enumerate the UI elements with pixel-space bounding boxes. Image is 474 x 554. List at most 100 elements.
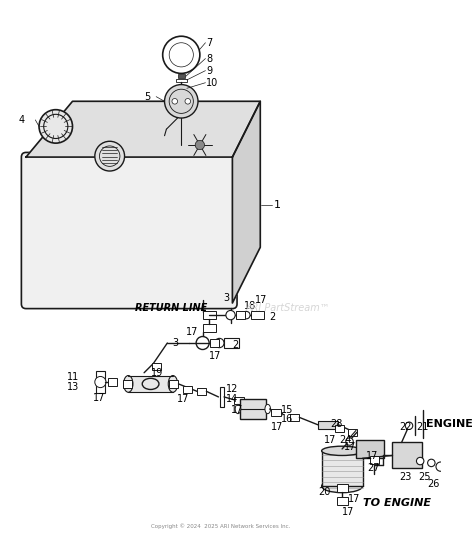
Circle shape [95, 377, 106, 388]
Text: ENGINE: ENGINE [426, 419, 473, 429]
Circle shape [243, 311, 250, 319]
Bar [220, 387, 224, 407]
Bar [335, 425, 344, 432]
Text: 2: 2 [270, 312, 276, 322]
Text: 20: 20 [318, 487, 330, 497]
Circle shape [215, 338, 224, 348]
Text: 7: 7 [206, 38, 213, 48]
Bar [356, 440, 384, 458]
Bar [197, 388, 206, 395]
Bar [337, 484, 347, 492]
Text: 17: 17 [177, 394, 189, 404]
Bar [234, 397, 244, 404]
Text: 17: 17 [347, 494, 360, 504]
Text: 17: 17 [342, 507, 355, 517]
Text: 28: 28 [330, 419, 342, 429]
Bar [183, 386, 192, 393]
Bar [108, 378, 117, 386]
Bar [128, 376, 173, 392]
Circle shape [39, 110, 73, 143]
Polygon shape [26, 101, 260, 157]
Ellipse shape [322, 446, 363, 455]
Bar [322, 451, 363, 486]
Bar [203, 325, 216, 332]
Circle shape [196, 336, 209, 350]
Text: 21: 21 [417, 422, 429, 432]
Bar [169, 380, 179, 388]
Circle shape [195, 140, 204, 150]
Text: 9: 9 [206, 65, 212, 76]
Ellipse shape [265, 404, 271, 414]
Polygon shape [232, 101, 260, 303]
Text: 24: 24 [339, 435, 352, 445]
Bar [176, 79, 187, 82]
Bar [203, 311, 216, 319]
Text: 10: 10 [206, 78, 219, 88]
Circle shape [95, 141, 125, 171]
Ellipse shape [235, 404, 241, 414]
Circle shape [346, 438, 353, 445]
Text: 12: 12 [226, 384, 238, 394]
Bar [152, 362, 161, 370]
Text: 18: 18 [244, 301, 256, 311]
Bar [224, 338, 239, 348]
Text: 11: 11 [67, 372, 79, 382]
Text: 17: 17 [230, 405, 243, 415]
Text: 16: 16 [281, 414, 293, 424]
Text: 19: 19 [151, 368, 163, 378]
Text: 17: 17 [209, 351, 221, 361]
Text: 17: 17 [93, 393, 105, 403]
Text: 17: 17 [366, 452, 379, 461]
Bar [392, 443, 422, 469]
Text: Copyright © 2024  2025 ARI Network Services Inc.: Copyright © 2024 2025 ARI Network Servic… [151, 524, 290, 529]
Circle shape [164, 85, 198, 118]
Circle shape [226, 310, 235, 320]
Bar [210, 339, 219, 347]
Circle shape [436, 462, 445, 471]
Bar [236, 311, 246, 319]
Ellipse shape [168, 376, 178, 392]
Circle shape [169, 43, 193, 67]
Circle shape [169, 89, 193, 114]
Text: TO ENGINE: TO ENGINE [363, 498, 430, 508]
Text: 5: 5 [144, 91, 150, 101]
Text: 23: 23 [400, 472, 412, 482]
Text: 22: 22 [400, 422, 412, 432]
Text: 13: 13 [67, 382, 79, 392]
Circle shape [100, 146, 120, 166]
Text: 4: 4 [18, 115, 25, 125]
Circle shape [172, 99, 178, 104]
Bar [272, 409, 281, 417]
Bar [290, 414, 299, 421]
Circle shape [185, 99, 191, 104]
Text: 17: 17 [255, 295, 267, 305]
Text: 8: 8 [206, 54, 212, 64]
Text: 14: 14 [226, 394, 238, 404]
FancyBboxPatch shape [21, 152, 237, 309]
Bar [337, 497, 347, 505]
Bar [347, 429, 357, 436]
Ellipse shape [124, 376, 133, 392]
Ellipse shape [322, 480, 363, 493]
Text: RETURN LINE: RETURN LINE [135, 302, 207, 312]
Text: 26: 26 [428, 479, 440, 489]
Circle shape [163, 36, 200, 74]
Text: 17: 17 [272, 422, 284, 432]
Circle shape [44, 114, 68, 138]
Text: 17: 17 [344, 442, 356, 452]
Text: 3: 3 [172, 338, 178, 348]
Bar [96, 371, 105, 393]
Circle shape [428, 459, 435, 466]
Text: ARI PartStream™: ARI PartStream™ [246, 302, 330, 312]
Bar [251, 311, 264, 319]
Text: 3: 3 [223, 294, 229, 304]
Text: 2: 2 [232, 340, 238, 350]
Bar [178, 74, 185, 78]
Text: 17: 17 [186, 327, 198, 337]
Bar [123, 380, 132, 388]
Bar [318, 421, 338, 429]
Text: 27: 27 [367, 463, 380, 473]
Text: 1: 1 [274, 201, 281, 211]
Text: 17: 17 [323, 435, 336, 445]
Ellipse shape [142, 378, 159, 389]
